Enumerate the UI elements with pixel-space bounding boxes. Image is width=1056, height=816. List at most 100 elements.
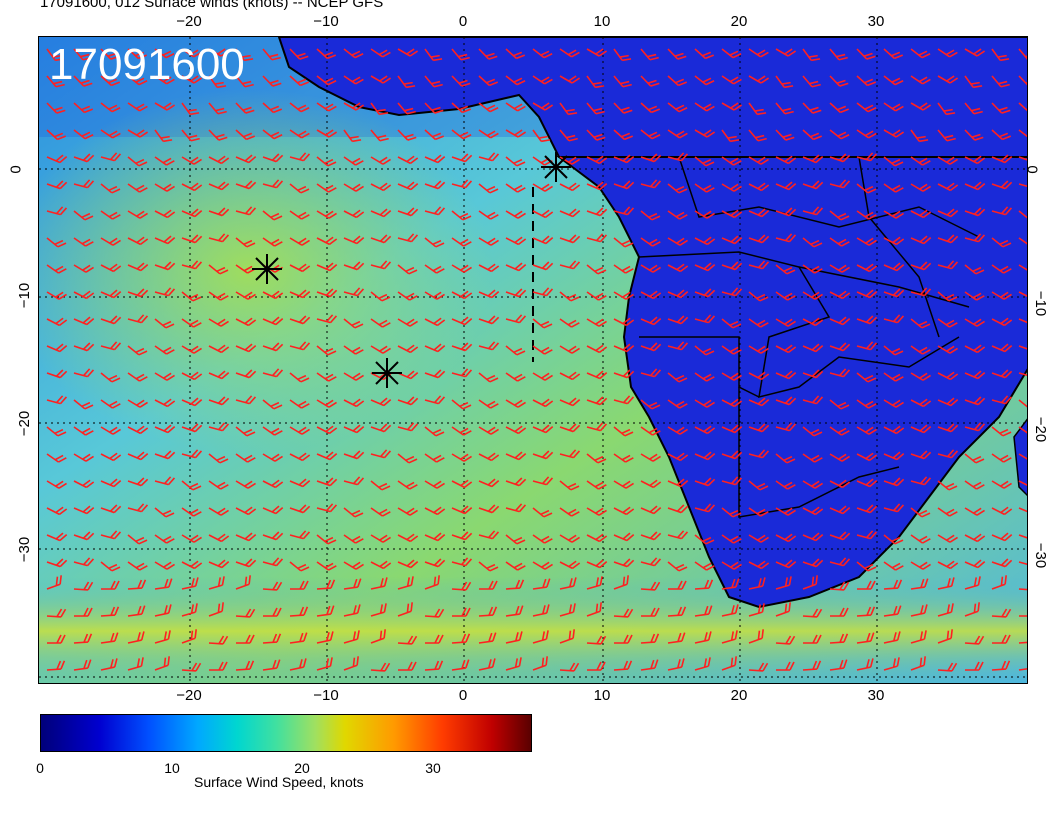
wind-barb-icon	[613, 264, 634, 274]
wind-barb-icon	[802, 317, 824, 327]
wind-barb-icon	[802, 102, 822, 114]
wind-barb-icon	[937, 577, 955, 590]
wind-barb-icon	[316, 503, 338, 513]
wind-barb-icon	[830, 607, 849, 617]
wind-barb-icon	[721, 183, 742, 192]
wind-barb-icon	[694, 477, 716, 487]
wind-barb-icon	[154, 424, 176, 434]
wind-barb-icon	[964, 453, 985, 464]
wind-barb-icon	[991, 102, 1011, 114]
top-lon-tick: −10	[313, 13, 339, 30]
wind-barb-icon	[937, 423, 959, 433]
wind-barb-icon	[964, 396, 986, 406]
wind-barb-icon	[775, 635, 796, 645]
wind-barb-icon	[316, 631, 334, 644]
wind-barb-icon	[181, 345, 202, 354]
wind-barb-icon	[451, 633, 471, 644]
wind-barb-icon	[667, 452, 689, 462]
wind-barb-icon	[856, 48, 876, 60]
wind-barb-icon	[73, 531, 95, 541]
wind-barb-icon	[802, 180, 824, 190]
wind-barb-icon	[289, 183, 310, 194]
wind-barb-icon	[694, 314, 716, 324]
wind-barb-icon	[289, 372, 310, 383]
wind-barb-icon	[101, 580, 120, 590]
wind-barb-icon	[991, 206, 1013, 216]
wind-barb-icon	[532, 287, 554, 297]
wind-barb-icon	[73, 264, 94, 273]
wind-barb-icon	[235, 453, 256, 463]
wind-barb-icon	[235, 369, 257, 379]
wind-barb-icon	[802, 426, 823, 437]
wind-barb-icon	[910, 287, 932, 297]
wind-barb-icon	[856, 75, 877, 87]
wind-barb-icon	[316, 288, 338, 298]
wind-barb-icon	[127, 129, 149, 138]
wind-barb-icon	[910, 604, 928, 617]
wind-barb-icon	[316, 102, 337, 112]
wind-barb-icon	[883, 129, 905, 138]
wind-barb-icon	[100, 102, 121, 113]
wind-barb-icon	[775, 480, 796, 490]
wind-barb-icon	[478, 426, 499, 435]
wind-barb-icon	[370, 291, 391, 302]
wind-barb-icon	[802, 291, 823, 300]
wind-barb-icon	[127, 579, 147, 590]
wind-barb-icon	[640, 129, 661, 140]
wind-barb-icon	[883, 183, 904, 193]
wind-barb-icon	[964, 291, 985, 301]
wind-barb-icon	[937, 449, 959, 459]
wind-barb-icon	[235, 102, 255, 114]
wind-barb-icon	[451, 316, 473, 326]
wind-barb-icon	[856, 263, 878, 273]
wind-barb-icon	[478, 341, 500, 351]
wind-barb-icon	[991, 660, 1011, 671]
wind-barb-icon	[46, 369, 68, 379]
wind-barb-icon	[397, 422, 419, 432]
wind-barb-icon	[46, 264, 67, 274]
wind-barb-icon	[857, 580, 876, 590]
bottom-lon-tick: 10	[593, 687, 611, 704]
wind-barb-icon	[721, 398, 743, 408]
wind-barb-icon	[46, 506, 68, 516]
wind-barb-icon	[424, 426, 445, 437]
wind-barb-icon	[451, 399, 472, 410]
wind-barb-icon	[181, 449, 203, 459]
wind-barb-icon	[775, 507, 796, 516]
wind-barb-icon	[883, 345, 904, 356]
wind-barb-icon	[262, 453, 283, 462]
wind-barb-icon	[640, 368, 662, 378]
wind-barb-icon	[262, 581, 283, 591]
wind-map[interactable]: 17091600	[38, 36, 1028, 684]
wind-barb-icon	[775, 370, 797, 380]
wind-barb-icon	[154, 345, 175, 355]
wind-barb-icon	[640, 659, 659, 671]
wind-barb-icon	[829, 264, 850, 273]
wind-barb-icon	[397, 533, 419, 543]
wind-barb-icon	[397, 181, 419, 191]
wind-barb-icon	[343, 424, 365, 434]
wind-barb-icon	[181, 102, 200, 116]
wind-barb-icon	[937, 182, 959, 192]
wind-barb-icon	[208, 102, 227, 115]
wind-barb-icon	[991, 264, 1012, 274]
wind-barb-icon	[964, 533, 986, 543]
asterisk-marker-icon	[372, 358, 402, 388]
wind-barb-icon	[424, 343, 446, 353]
wind-barb-icon	[640, 316, 662, 326]
wind-barb-icon	[73, 399, 94, 410]
wind-barb-icon	[424, 154, 446, 164]
wind-barb-icon	[829, 129, 850, 140]
wind-barb-icon	[235, 506, 257, 516]
wind-barb-icon	[208, 318, 229, 327]
wind-barb-icon	[613, 426, 634, 437]
wind-barb-icon	[397, 75, 416, 89]
wind-barb-icon	[559, 577, 577, 590]
wind-barb-icon	[505, 477, 527, 487]
wind-barb-icon	[73, 129, 94, 140]
wind-barb-icon	[235, 206, 257, 216]
wind-barb-icon	[1018, 633, 1027, 644]
wind-barb-icon	[127, 210, 148, 219]
wind-barb-icon	[154, 604, 172, 617]
wind-barb-icon	[748, 260, 770, 270]
